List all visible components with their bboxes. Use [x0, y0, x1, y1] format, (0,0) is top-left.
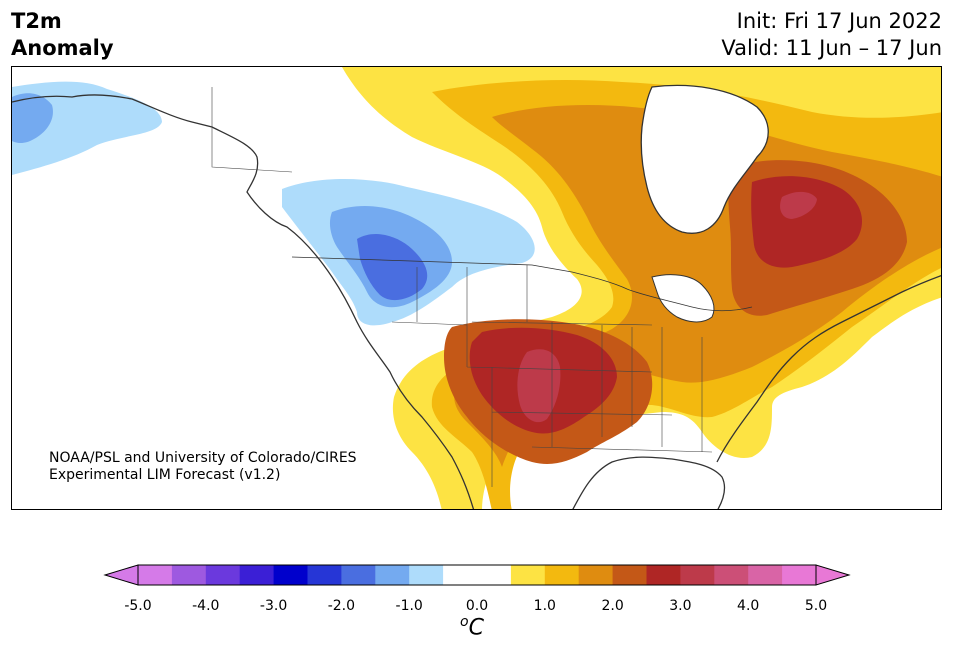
colorbar-tick-label: -2.0: [327, 598, 356, 614]
colorbar-tick-label: 4.0: [737, 598, 760, 614]
coastline-gulf: [572, 456, 726, 509]
init-date: Init: Fri 17 Jun 2022: [736, 9, 942, 33]
colorbar-cell: [748, 565, 783, 585]
colorbar-tick-label: -5.0: [124, 598, 152, 614]
coastline: [12, 94, 475, 509]
colorbar-cell: [510, 565, 546, 585]
colorbar-cell: [341, 565, 376, 585]
warm-anomaly-plains-core: [517, 349, 561, 423]
anomaly-map: NOAA/PSL and University of Colorado/CIRE…: [11, 66, 942, 510]
colorbar-cell: [680, 565, 715, 585]
colorbar-cell: [307, 565, 342, 585]
credit-text: NOAA/PSL and University of Colorado/CIRE…: [49, 450, 357, 484]
warm-anomaly-quebec-red: [751, 176, 862, 268]
cold-anomaly-northwest-core: [357, 234, 428, 301]
colorbar: [103, 564, 851, 586]
colorbar-tick-label: -1.0: [395, 598, 423, 614]
map-canvas: [12, 67, 941, 509]
great-lakes: [651, 274, 715, 323]
colorbar-cells: [138, 565, 817, 585]
colorbar-tick-label: 5.0: [804, 598, 828, 614]
colorbar-cell: [477, 565, 512, 585]
colorbar-tick-label: 1.0: [533, 598, 556, 614]
colorbar-cell: [544, 565, 580, 585]
state-borders: [211, 87, 713, 487]
colorbar-ticks: -5.0 -4.0 -3.0 -2.0 -1.0 0.0 1.0 2.0 3.0 4.0 5.0: [0, 598, 953, 618]
coastline-hudson: [640, 84, 769, 234]
map-title: T2m Anomaly: [11, 8, 114, 62]
colorbar-cell: [273, 565, 308, 585]
colorbar-cell: [714, 565, 749, 585]
colorbar-cell: [409, 565, 444, 585]
cold-anomaly-alaska-west: [12, 124, 36, 141]
credit-line-2: Experimental LIM Forecast (v1.2): [49, 467, 281, 483]
colorbar-frame: [137, 564, 817, 586]
credit-line-1: NOAA/PSL and University of Colorado/CIRE…: [49, 450, 357, 466]
colorbar-cell: [375, 565, 410, 585]
colorbar-cell: [578, 565, 614, 585]
coastline-atlantic: [716, 275, 941, 463]
colorbar-tick-label: -3.0: [259, 598, 288, 614]
unit-letter: C: [468, 615, 484, 641]
colorbar-tick-label: 0.0: [465, 598, 489, 614]
colorbar-cell: [239, 565, 275, 585]
colorbar-tick-label: 2.0: [601, 598, 624, 614]
colorbar-cell: [443, 565, 478, 585]
colorbar-tick-label: 3.0: [669, 598, 692, 614]
colorbar-cell: [612, 565, 647, 585]
valid-range: Valid: 11 Jun – 17 Jun: [721, 36, 942, 60]
border-us-canada: [291, 256, 753, 312]
colorbar-extend-max: [815, 564, 851, 586]
colorbar-cell: [205, 565, 241, 585]
colorbar-extend-min: [103, 564, 139, 586]
colorbar-cell: [646, 565, 681, 585]
colorbar-tick-label: -4.0: [192, 598, 220, 614]
colorbar-cell: [171, 565, 207, 585]
colorbar-cell: [782, 565, 817, 585]
date-info: Init: Fri 17 Jun 2022 Valid: 11 Jun – 17…: [721, 8, 942, 62]
unit-degree: o: [460, 614, 469, 630]
title-line-1: T2m: [11, 9, 62, 33]
colorbar-unit: oC: [460, 614, 484, 640]
colorbar-cell: [138, 565, 173, 585]
warm-anomaly-quebec-core: [780, 191, 817, 219]
title-line-2: Anomaly: [11, 36, 114, 60]
